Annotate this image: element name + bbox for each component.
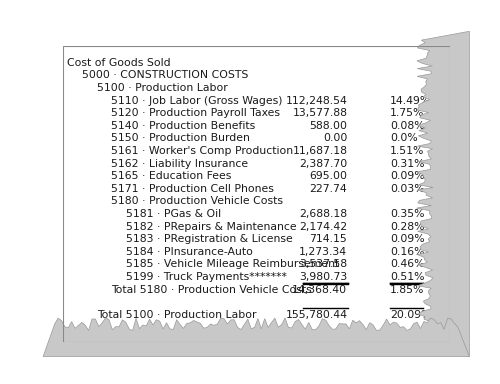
Text: 5184 · PInsurance-Auto: 5184 · PInsurance-Auto [126,247,253,257]
Text: 5100 · Production Labor: 5100 · Production Labor [96,83,228,93]
Text: 714.15: 714.15 [310,234,348,244]
Text: 1.51%: 1.51% [390,146,424,156]
Text: 5183 · PRegistration & License: 5183 · PRegistration & License [126,234,293,244]
Text: 0.31%: 0.31% [390,159,424,169]
Text: 5180 · Production Vehicle Costs: 5180 · Production Vehicle Costs [112,196,284,206]
Text: 5181 · PGas & Oil: 5181 · PGas & Oil [126,209,221,219]
Text: 14,368.40: 14,368.40 [292,285,348,295]
Text: 5161 · Worker's Comp Production: 5161 · Worker's Comp Production [112,146,294,156]
Text: 5000 · CONSTRUCTION COSTS: 5000 · CONSTRUCTION COSTS [82,70,248,80]
Text: 5182 · PRepairs & Maintenance: 5182 · PRepairs & Maintenance [126,222,296,232]
Text: 0.28%: 0.28% [390,222,424,232]
Text: 2,387.70: 2,387.70 [299,159,348,169]
Text: 5165 · Education Fees: 5165 · Education Fees [112,171,232,181]
Text: 2,174.42: 2,174.42 [299,222,348,232]
Text: 5140 · Production Benefits: 5140 · Production Benefits [112,121,256,131]
Text: 13,577.88: 13,577.88 [292,108,348,118]
Text: 0.46%: 0.46% [390,259,424,269]
Polygon shape [43,318,470,356]
Text: 3,980.73: 3,980.73 [299,272,348,282]
Text: 0.00: 0.00 [323,133,347,143]
Text: 0.09%: 0.09% [390,171,424,181]
Text: 20.09%: 20.09% [390,310,432,320]
Text: 3,537.58: 3,537.58 [299,259,348,269]
Text: 227.74: 227.74 [310,184,348,194]
Text: 5185 · Vehicle Mileage Reimbursement: 5185 · Vehicle Mileage Reimbursement [126,259,340,269]
Text: Total 5180 · Production Vehicle Costs: Total 5180 · Production Vehicle Costs [112,285,312,295]
Text: 1.85%: 1.85% [390,285,424,295]
Text: 11,687.18: 11,687.18 [292,146,348,156]
Text: 2,688.18: 2,688.18 [299,209,348,219]
Text: 5171 · Production Cell Phones: 5171 · Production Cell Phones [112,184,274,194]
Text: 5110 · Job Labor (Gross Wages): 5110 · Job Labor (Gross Wages) [112,96,283,106]
Text: 5120 · Production Payroll Taxes: 5120 · Production Payroll Taxes [112,108,280,118]
Text: 1.75%: 1.75% [390,108,424,118]
Text: 0.03%: 0.03% [390,184,424,194]
Text: 1,273.34: 1,273.34 [299,247,348,257]
Text: 0.16%: 0.16% [390,247,424,257]
Text: 5199 · Truck Payments*******: 5199 · Truck Payments******* [126,272,287,282]
Text: 0.08%: 0.08% [390,121,424,131]
Text: 112,248.54: 112,248.54 [286,96,348,106]
Text: 588.00: 588.00 [310,121,348,131]
Text: 0.35%: 0.35% [390,209,424,219]
Text: 14.49%: 14.49% [390,96,431,106]
Text: Total 5100 · Production Labor: Total 5100 · Production Labor [96,310,256,320]
Text: 155,780.44: 155,780.44 [286,310,348,320]
Text: 5162 · Liability Insurance: 5162 · Liability Insurance [112,159,248,169]
Text: 695.00: 695.00 [310,171,348,181]
Text: 0.09%: 0.09% [390,234,424,244]
Text: 0.0%: 0.0% [390,133,417,143]
Text: 0.51%: 0.51% [390,272,424,282]
Polygon shape [416,31,470,356]
Text: 5150 · Production Burden: 5150 · Production Burden [112,133,250,143]
Text: Cost of Goods Sold: Cost of Goods Sold [67,58,171,68]
